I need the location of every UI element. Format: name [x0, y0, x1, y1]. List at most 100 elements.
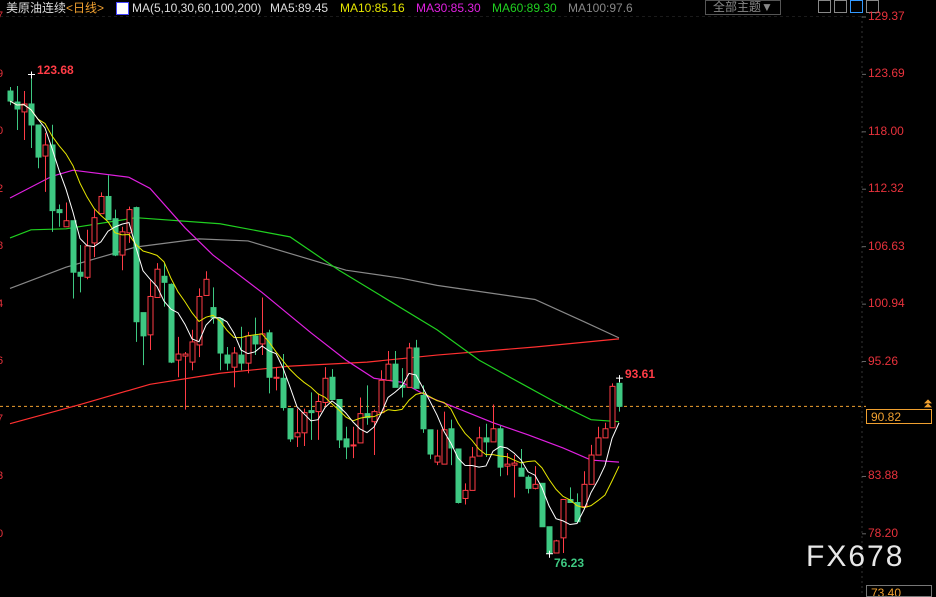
- candle-body: [77, 271, 84, 277]
- candle-body: [133, 207, 140, 323]
- candle: [413, 339, 420, 389]
- candle: [511, 455, 518, 498]
- candle: [616, 378, 623, 412]
- candle: [595, 426, 602, 456]
- candle: [42, 132, 49, 192]
- candle: [84, 229, 91, 280]
- left-axis-fragment: 9: [0, 67, 4, 80]
- candle-body: [567, 498, 574, 504]
- candle: [238, 326, 245, 371]
- candle: [119, 226, 126, 271]
- candle-body: [287, 408, 294, 440]
- candle-body: [112, 218, 119, 256]
- ma-indicator-icon[interactable]: [116, 2, 129, 15]
- candle: [196, 288, 203, 358]
- candle: [357, 397, 364, 444]
- candle-body: [189, 341, 196, 363]
- candle: [581, 471, 588, 508]
- candle: [189, 329, 196, 371]
- candle-body: [126, 209, 133, 234]
- candle-body: [175, 353, 182, 361]
- bottom-price-label: 73.40: [866, 585, 932, 597]
- candle: [602, 422, 609, 439]
- extreme-marker: [28, 71, 35, 79]
- left-axis-fragment: 2: [0, 182, 4, 195]
- y-tick-label: 118.00: [868, 123, 904, 138]
- candle-body: [560, 498, 567, 539]
- candle-body: [469, 456, 476, 491]
- candle-body: [434, 455, 441, 463]
- y-tick-label: 123.69: [868, 66, 905, 81]
- candle: [147, 280, 154, 350]
- exit-icon[interactable]: [866, 0, 879, 13]
- candle: [63, 202, 70, 228]
- ma60-line: [9, 217, 620, 423]
- candle-body: [553, 540, 560, 554]
- candle-body: [273, 376, 280, 379]
- candle-body: [217, 318, 224, 354]
- candle-body: [21, 103, 28, 113]
- left-axis-fragment: 0: [0, 125, 4, 137]
- candle: [588, 444, 595, 485]
- ma10-line: [9, 100, 620, 509]
- candle-body: [315, 401, 322, 413]
- y-tick-label: 100.94: [868, 296, 905, 311]
- candle: [224, 346, 231, 371]
- candle: [469, 446, 476, 491]
- candle-body: [70, 220, 77, 273]
- candle-body: [308, 410, 315, 414]
- candle-body: [231, 352, 238, 368]
- extreme-marker: [616, 375, 623, 383]
- candle: [280, 354, 287, 411]
- candle-body: [406, 347, 413, 388]
- candle-body: [224, 354, 231, 364]
- candle-body: [595, 437, 602, 456]
- candle-body: [602, 428, 609, 439]
- candle: [329, 369, 336, 400]
- left-axis-fragment: 0: [0, 527, 4, 540]
- candle-body: [616, 382, 623, 407]
- candle: [287, 408, 294, 442]
- candle-body: [49, 144, 56, 212]
- candle: [574, 493, 581, 523]
- candle-body: [518, 467, 525, 477]
- left-axis-fragment: 7: [0, 10, 4, 22]
- candle-body: [413, 347, 420, 389]
- candle-body: [140, 312, 147, 337]
- candle-body: [35, 124, 42, 158]
- candle: [364, 385, 371, 425]
- candle-body: [364, 413, 371, 419]
- candle-body: [259, 333, 266, 345]
- grid-icon[interactable]: [818, 0, 831, 13]
- extreme-marker: [546, 550, 553, 558]
- candle: [350, 426, 357, 459]
- theme-dropdown-button[interactable]: 全部主题▼: [705, 0, 781, 15]
- candle: [154, 263, 161, 298]
- candle: [462, 483, 469, 505]
- candle-body: [462, 489, 469, 499]
- candle-body: [448, 428, 455, 449]
- chart-layout-icon[interactable]: [834, 0, 847, 13]
- candle: [315, 393, 322, 440]
- left-axis-fragment: 4: [0, 297, 4, 310]
- period-selector[interactable]: <日线>: [66, 1, 105, 15]
- y-tick-label: 106.63: [868, 238, 905, 253]
- candle: [91, 209, 98, 258]
- candle: [273, 367, 280, 391]
- candle-body: [504, 463, 511, 467]
- ma30-value: MA30:85.30: [416, 1, 481, 15]
- candle: [21, 91, 28, 141]
- candle: [231, 346, 238, 388]
- draw-tool-icon[interactable]: [850, 0, 863, 13]
- candle: [203, 271, 210, 296]
- ma-params[interactable]: MA(5,10,30,60,100,200): [132, 1, 262, 15]
- candle: [182, 352, 189, 410]
- candle-body: [483, 437, 490, 443]
- candle: [385, 351, 392, 381]
- candle: [175, 336, 182, 378]
- candle: [322, 367, 329, 407]
- candle: [14, 85, 21, 131]
- candle-body: [154, 268, 161, 298]
- candle-body: [546, 526, 553, 554]
